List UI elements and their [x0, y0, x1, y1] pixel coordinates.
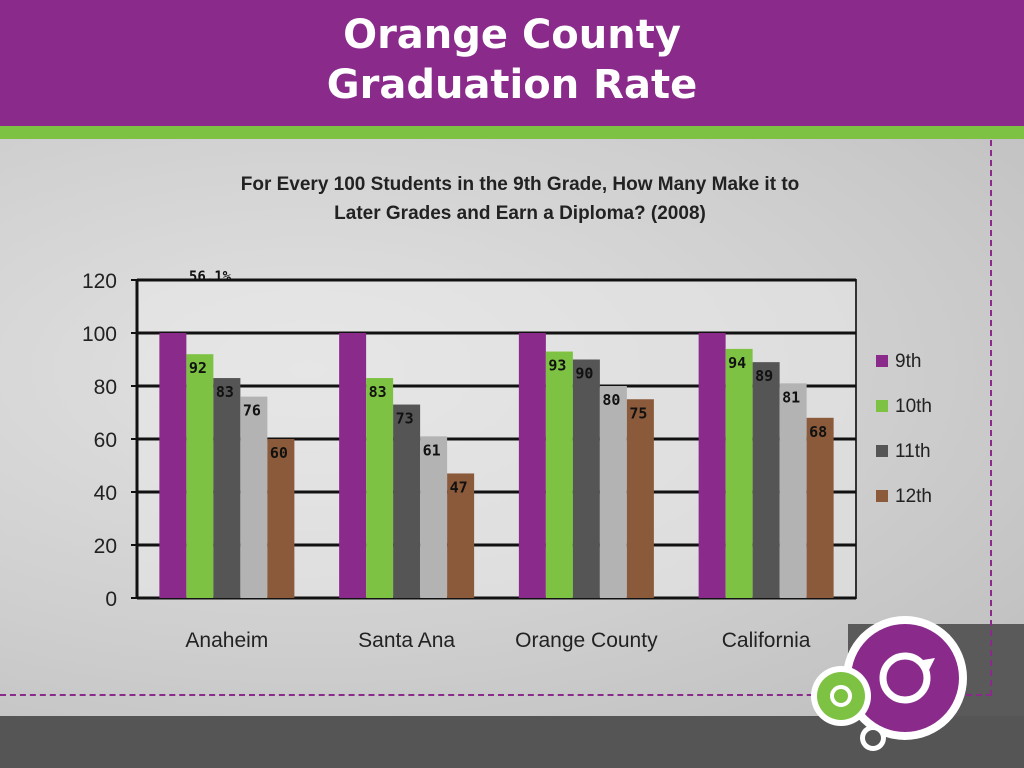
- bar: [572, 359, 600, 598]
- y-tick-label: 80: [94, 376, 117, 399]
- data-label: 89: [755, 367, 773, 385]
- bar: [599, 386, 627, 598]
- data-label: 93: [548, 357, 566, 375]
- data-label: 75: [629, 404, 647, 422]
- x-tick-label: California: [722, 629, 811, 652]
- legend-swatch: [876, 355, 888, 367]
- bar: [518, 333, 546, 598]
- gear-logo-icon: [811, 616, 967, 751]
- data-label: 83: [369, 383, 387, 401]
- data-label: 94: [728, 354, 746, 372]
- bar: [420, 436, 448, 598]
- data-label: 83: [216, 383, 234, 401]
- legend-swatch: [876, 400, 888, 412]
- data-label: 76: [243, 402, 261, 420]
- bar: [240, 396, 268, 598]
- legend-label: 12th: [895, 486, 932, 507]
- y-tick-label: 100: [82, 323, 117, 346]
- data-label: 73: [396, 410, 414, 428]
- y-tick-label: 20: [94, 535, 117, 558]
- bar: [339, 333, 367, 598]
- bar: [545, 351, 573, 598]
- bar: [725, 348, 753, 598]
- bar: [626, 399, 654, 598]
- data-label: 90: [575, 365, 593, 383]
- bar: [186, 354, 214, 598]
- data-label: 68: [809, 423, 827, 441]
- y-tick-label: 120: [82, 270, 117, 293]
- chart-title-line-2: Later Grades and Earn a Diploma? (2008): [334, 203, 706, 224]
- legend-label: 9th: [895, 351, 921, 372]
- bar: [393, 404, 421, 598]
- y-tick-label: 0: [105, 588, 117, 611]
- dashed-frame: [0, 140, 992, 696]
- data-label: 81: [782, 388, 800, 406]
- plot-area: 0 20 40 60 80 100 120 92 83 76 60 Anaheim 83 73 61 47 Sa…: [82, 270, 932, 652]
- bar: [213, 378, 241, 598]
- y-tick-label: 60: [94, 429, 117, 452]
- chart-title-line-1: For Every 100 Students in the 9th Grade,…: [241, 174, 800, 195]
- legend-label: 11th: [895, 441, 931, 462]
- bar: [779, 383, 807, 598]
- bar: [752, 362, 780, 598]
- bar: [267, 439, 295, 598]
- bar: [447, 473, 475, 598]
- legend-swatch: [876, 490, 888, 502]
- bar: [366, 378, 394, 598]
- bar: [806, 417, 834, 598]
- legend-swatch: [876, 445, 888, 457]
- header-bar: [0, 0, 1024, 126]
- legend-label: 10th: [895, 396, 932, 417]
- data-label: 80: [602, 391, 620, 409]
- page-title-line-2: Graduation Rate: [326, 62, 698, 108]
- x-tick-label: Orange County: [515, 629, 658, 652]
- data-label: 60: [270, 444, 288, 462]
- bar: [159, 333, 187, 598]
- data-label: 61: [423, 441, 441, 459]
- page-title-line-1: Orange County: [343, 12, 681, 58]
- bar: [698, 333, 726, 598]
- data-label: 92: [189, 359, 207, 377]
- data-label: 47: [450, 478, 468, 496]
- footer-bar: [0, 716, 1024, 768]
- x-tick-label: Santa Ana: [358, 629, 455, 652]
- x-tick-label: Anaheim: [185, 629, 268, 652]
- page-title: Orange County Graduation Rate: [0, 10, 1024, 110]
- header-accent-stripe: [0, 126, 1024, 139]
- y-tick-label: 40: [94, 482, 117, 505]
